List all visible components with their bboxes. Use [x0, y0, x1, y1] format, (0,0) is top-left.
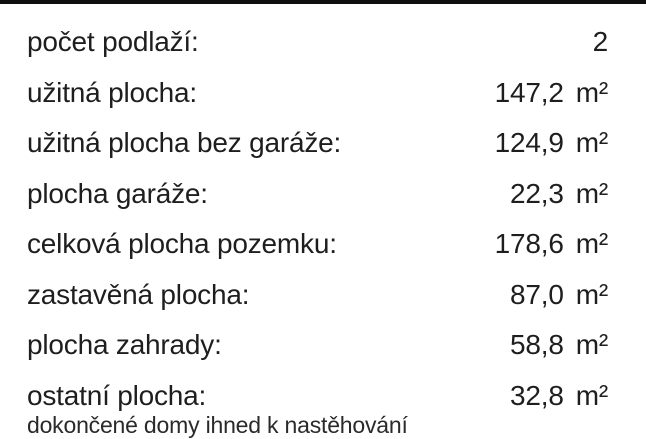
spec-row-total-plot-area: celková plocha pozemku: 178,6 m²: [27, 219, 608, 270]
spec-value: 124,9 m²: [494, 127, 609, 159]
spec-value: 147,2 m²: [494, 76, 609, 109]
spec-value-unit: m²: [575, 278, 608, 310]
spec-label: celková plocha pozemku:: [27, 228, 337, 260]
spec-value-unit: m²: [575, 379, 608, 411]
spec-label: užitná plocha bez garáže:: [27, 127, 342, 159]
spec-value-number: 147,2: [494, 76, 564, 108]
spec-row-garage-area: plocha garáže: 22,3 m²: [27, 169, 608, 220]
spec-row-usable-area: užitná plocha: 147,2 m²: [27, 68, 608, 119]
spec-value: 2: [592, 26, 609, 58]
spec-value-number: 2: [592, 26, 609, 58]
spec-label: užitná plocha:: [27, 76, 197, 108]
clipped-footnote-text: dokončené domy ihned k nastěhování: [27, 412, 408, 438]
spec-label: počet podlaží:: [27, 26, 199, 58]
spec-label: plocha zahrady:: [27, 329, 222, 361]
spec-value-number: 178,6: [494, 228, 564, 260]
spec-value-number: 22,3: [510, 177, 564, 209]
spec-value: 178,6 m²: [494, 228, 609, 260]
spec-row-built-up-area: zastavěná plocha: 87,0 m²: [27, 270, 608, 321]
spec-row-usable-area-no-garage: užitná plocha bez garáže: 124,9 m²: [27, 118, 608, 169]
spec-value: 22,3 m²: [510, 178, 608, 210]
spec-value-number: 58,8: [510, 329, 564, 361]
spec-value: 32,8 m²: [510, 380, 608, 412]
spec-row-garden-area: plocha zahrady: 58,8 m²: [27, 320, 608, 371]
spec-label: zastavěná plocha:: [27, 278, 250, 310]
spec-value-number: 124,9: [494, 127, 564, 159]
spec-label: ostatní plocha:: [27, 379, 207, 411]
property-spec-table: počet podlaží: 2 užitná plocha: 147,2 m²…: [0, 4, 646, 421]
spec-value-unit: m²: [575, 329, 608, 361]
spec-value-number: 87,0: [510, 278, 564, 310]
spec-value-number: 32,8: [510, 379, 564, 411]
spec-value-unit: m²: [575, 228, 608, 260]
spec-label: plocha garáže:: [27, 177, 208, 209]
top-divider-bar: [0, 0, 646, 4]
spec-value: 58,8 m²: [510, 329, 608, 361]
spec-value-unit: m²: [575, 177, 608, 209]
spec-value-unit: m²: [575, 76, 608, 108]
spec-row-other-area: ostatní plocha: 32,8 m²: [27, 371, 608, 422]
spec-value: 87,0 m²: [510, 279, 608, 311]
spec-value-unit: m²: [575, 127, 608, 159]
spec-row-floors: počet podlaží: 2: [27, 17, 608, 68]
